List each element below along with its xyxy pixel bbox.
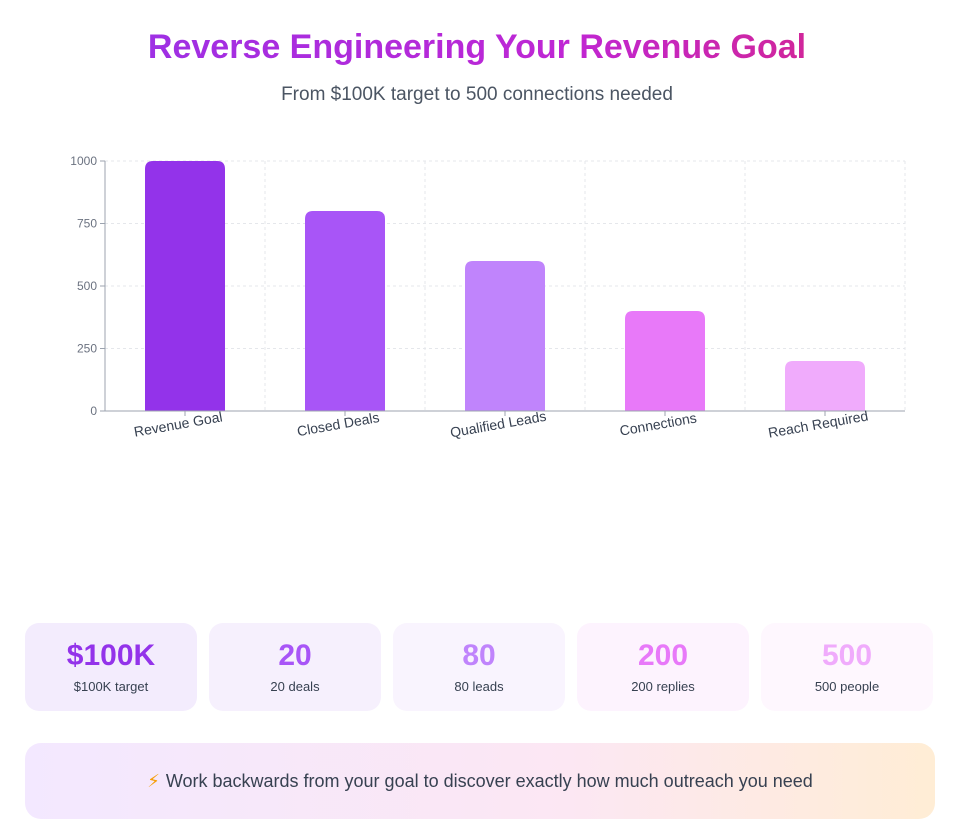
tip-banner: ⚡ Work backwards from your goal to disco…	[25, 743, 935, 819]
stat-card-deals: 20 20 deals	[209, 623, 381, 711]
y-tick-label: 750	[77, 217, 97, 231]
stat-value: 200	[637, 638, 689, 672]
stat-value: 500	[821, 638, 873, 672]
stat-label: 500 people	[814, 678, 880, 694]
page-subtitle: From $100K target to 500 connections nee…	[281, 84, 673, 105]
chart-grid	[104, 160, 906, 411]
bar-chart: Revenue Goal Closed Deals Qualified Leads C…	[70, 154, 906, 441]
bar	[465, 261, 545, 411]
bar	[305, 211, 385, 411]
x-tick-label: Closed Deals	[296, 409, 381, 439]
tip-text: Work backwards from your goal to discove…	[165, 770, 813, 791]
stat-card-leads: 80 80 leads	[393, 623, 565, 711]
y-tick-label: 250	[77, 342, 97, 356]
x-tick-label: Revenue Goal	[133, 408, 224, 439]
stat-value: 80	[462, 638, 496, 672]
bar	[145, 161, 225, 411]
x-tick-label: Connections	[618, 409, 697, 438]
stat-value: 20	[278, 638, 312, 672]
x-tick-label: Reach Required	[767, 407, 869, 440]
bar	[785, 361, 865, 411]
chart-axes	[100, 160, 905, 416]
chart-bars	[145, 161, 865, 411]
y-tick-label: 500	[77, 279, 97, 293]
stat-card-revenue: $100K $100K target	[25, 623, 197, 711]
stat-label: $100K target	[73, 678, 149, 694]
y-tick-label: 1000	[70, 154, 97, 168]
x-tick-label: Qualified Leads	[449, 408, 548, 441]
page-title: Reverse Engineering Your Revenue Goal	[0, 28, 954, 67]
bar	[625, 311, 705, 411]
stat-label: 80 leads	[454, 678, 504, 694]
stats-row: $100K $100K target 20 20 deals 80 80 lea…	[25, 623, 933, 711]
stat-card-people: 500 500 people	[761, 623, 933, 711]
stat-value: $100K	[66, 638, 156, 672]
stat-label: 20 deals	[270, 678, 320, 694]
stat-label: 200 replies	[631, 678, 695, 694]
lightning-icon: ⚡	[147, 770, 160, 791]
y-tick-label: 0	[90, 404, 97, 418]
stat-card-replies: 200 200 replies	[577, 623, 749, 711]
